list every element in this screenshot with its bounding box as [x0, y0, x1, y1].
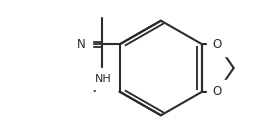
Text: O: O — [213, 85, 222, 98]
Text: O: O — [213, 38, 222, 51]
Text: NH: NH — [95, 74, 112, 84]
Text: N: N — [77, 38, 86, 51]
